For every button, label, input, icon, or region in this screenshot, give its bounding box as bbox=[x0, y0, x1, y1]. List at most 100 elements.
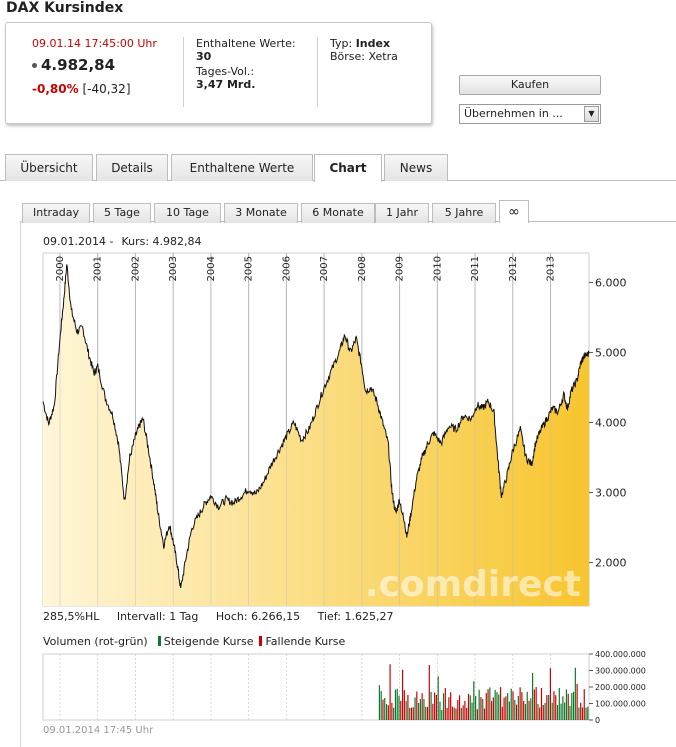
range-tab-max[interactable]: ∞ bbox=[499, 200, 529, 223]
volume-bar-down bbox=[387, 705, 389, 720]
volume-bar-up bbox=[569, 705, 571, 720]
volume-bar-down bbox=[487, 689, 489, 720]
volume-bar-up bbox=[508, 701, 511, 720]
range-tab-intraday[interactable]: Intraday bbox=[22, 203, 90, 223]
volume-bar-down bbox=[467, 693, 470, 720]
volume-bar-down bbox=[499, 687, 502, 720]
volume-bar-up bbox=[532, 672, 534, 720]
enthaltene-value: 30 bbox=[196, 50, 212, 63]
tab-uebersicht[interactable]: Übersicht bbox=[5, 154, 93, 181]
quote-change-row: -0,80% [-40,32] bbox=[32, 82, 157, 96]
volume-bar-down bbox=[476, 709, 478, 720]
x-tick-label: 2009 bbox=[395, 256, 406, 281]
volume-bar-up bbox=[548, 694, 550, 720]
uebernehmen-select[interactable]: Übernehmen in ... ▼ bbox=[459, 104, 601, 124]
range-tab-6-monate[interactable]: 6 Monate bbox=[301, 203, 375, 223]
range-tab-1-jahr[interactable]: 1 Jahr bbox=[375, 203, 429, 223]
volume-bar-up bbox=[514, 699, 516, 720]
tab-details[interactable]: Details bbox=[96, 154, 168, 181]
volume-bar-up bbox=[380, 691, 382, 720]
volume-bar-down bbox=[426, 706, 429, 720]
green-swatch-icon bbox=[157, 636, 161, 646]
uebernehmen-select-value: Übernehmen in ... bbox=[464, 107, 563, 120]
tab-news[interactable]: News bbox=[384, 154, 448, 181]
divider bbox=[183, 37, 184, 107]
volume-bar-down bbox=[391, 702, 393, 720]
volume-bar-up bbox=[453, 707, 455, 720]
kaufen-button[interactable]: Kaufen bbox=[459, 75, 601, 95]
volume-bar-up bbox=[571, 693, 573, 720]
volume-bar-up bbox=[478, 689, 480, 720]
enthaltene-label: Enthaltene Werte: bbox=[196, 37, 296, 50]
volume-bar-down bbox=[521, 692, 523, 720]
volume-bar-down bbox=[462, 705, 464, 720]
price-line bbox=[42, 264, 590, 588]
volume-bar-up bbox=[419, 698, 421, 720]
volume-bar-up bbox=[558, 687, 560, 720]
volume-bar-up bbox=[510, 688, 512, 720]
volume-bar-up bbox=[378, 685, 381, 720]
x-tick-label: 2013 bbox=[546, 256, 557, 281]
volume-bar-up bbox=[414, 697, 416, 720]
volume-bar-down bbox=[567, 693, 569, 720]
volume-bar-down bbox=[458, 695, 461, 720]
volume-y-tick-label: 300.000.000 bbox=[595, 667, 646, 676]
dropdown-arrow-icon[interactable]: ▼ bbox=[584, 106, 599, 122]
x-tick-label: 2004 bbox=[206, 256, 217, 281]
volume-bar-down bbox=[464, 700, 466, 720]
volume-bar-down bbox=[416, 691, 418, 720]
volume-bar-up bbox=[530, 698, 532, 720]
range-tab-5-jahre[interactable]: 5 Jahre bbox=[432, 203, 496, 223]
volume-bar-down bbox=[515, 704, 518, 720]
volume-bar-up bbox=[384, 698, 386, 720]
volume-bar-down bbox=[505, 696, 507, 720]
range-tab-5-tage[interactable]: 5 Tage bbox=[93, 203, 151, 223]
volume-bar-down bbox=[576, 683, 578, 720]
volume-bar-down bbox=[533, 689, 535, 720]
typ-label: Typ: bbox=[330, 37, 353, 50]
volume-bar-down bbox=[403, 690, 405, 720]
y-tick-label: 2.000 bbox=[595, 557, 627, 570]
volume-bar-down bbox=[432, 703, 434, 720]
volume-bar-down bbox=[555, 695, 557, 720]
volume-bar-up bbox=[562, 696, 564, 720]
quote-main: 09.01.14 17:45:00 Uhr 4.982,84 -0,80% [-… bbox=[32, 37, 157, 96]
volume-bar-up bbox=[469, 695, 471, 720]
tab-enthaltene-werte[interactable]: Enthaltene Werte bbox=[171, 154, 313, 181]
stat-intervall: Intervall: 1 Tag bbox=[116, 610, 199, 623]
y-tick-label: 5.000 bbox=[595, 346, 627, 359]
volume-y-tick-label: 400.000.000 bbox=[595, 650, 646, 659]
volume-bar-down bbox=[428, 665, 430, 720]
volume-legend: Volumen (rot-grün) Steigende Kurse Fallend… bbox=[43, 635, 345, 648]
volume-bar-up bbox=[398, 695, 400, 720]
quote-stats: Enthaltene Werte: 30 Tages-Vol.: 3,47 Mr… bbox=[196, 37, 296, 91]
volume-bar-up bbox=[475, 696, 477, 720]
price-area bbox=[43, 264, 589, 606]
volume-bar-down bbox=[503, 697, 505, 720]
x-tick-label: 2005 bbox=[244, 256, 255, 281]
range-tab-10-tage[interactable]: 10 Tage bbox=[154, 203, 221, 223]
volume-bar-down bbox=[412, 707, 414, 720]
stat-hl: 285,5%HL bbox=[43, 610, 100, 623]
volume-bar-down bbox=[512, 691, 514, 720]
volume-bar-down bbox=[407, 694, 409, 720]
volume-bar-up bbox=[385, 704, 388, 720]
volume-bar-up bbox=[572, 691, 575, 720]
range-tab-3-monate[interactable]: 3 Monate bbox=[224, 203, 298, 223]
volume-plot-background bbox=[42, 653, 590, 721]
volume-legend-label: Volumen (rot-grün) bbox=[43, 635, 148, 648]
volume-bar-down bbox=[410, 707, 413, 720]
volume-bar-up bbox=[524, 704, 527, 720]
tagesvol-value: 3,47 Mrd. bbox=[196, 78, 256, 91]
volume-bar-up bbox=[537, 703, 539, 720]
volume-bar-down bbox=[581, 707, 584, 720]
volume-y-tick-label: 0 bbox=[595, 716, 600, 725]
volume-bar-down bbox=[435, 694, 438, 720]
volume-bar-down bbox=[444, 688, 446, 720]
volume-bar-down bbox=[580, 702, 582, 720]
volume-bar-down bbox=[466, 707, 468, 720]
volume-bar-up bbox=[564, 702, 566, 720]
tab-chart[interactable]: Chart bbox=[314, 154, 382, 182]
volume-bar-up bbox=[471, 702, 473, 720]
